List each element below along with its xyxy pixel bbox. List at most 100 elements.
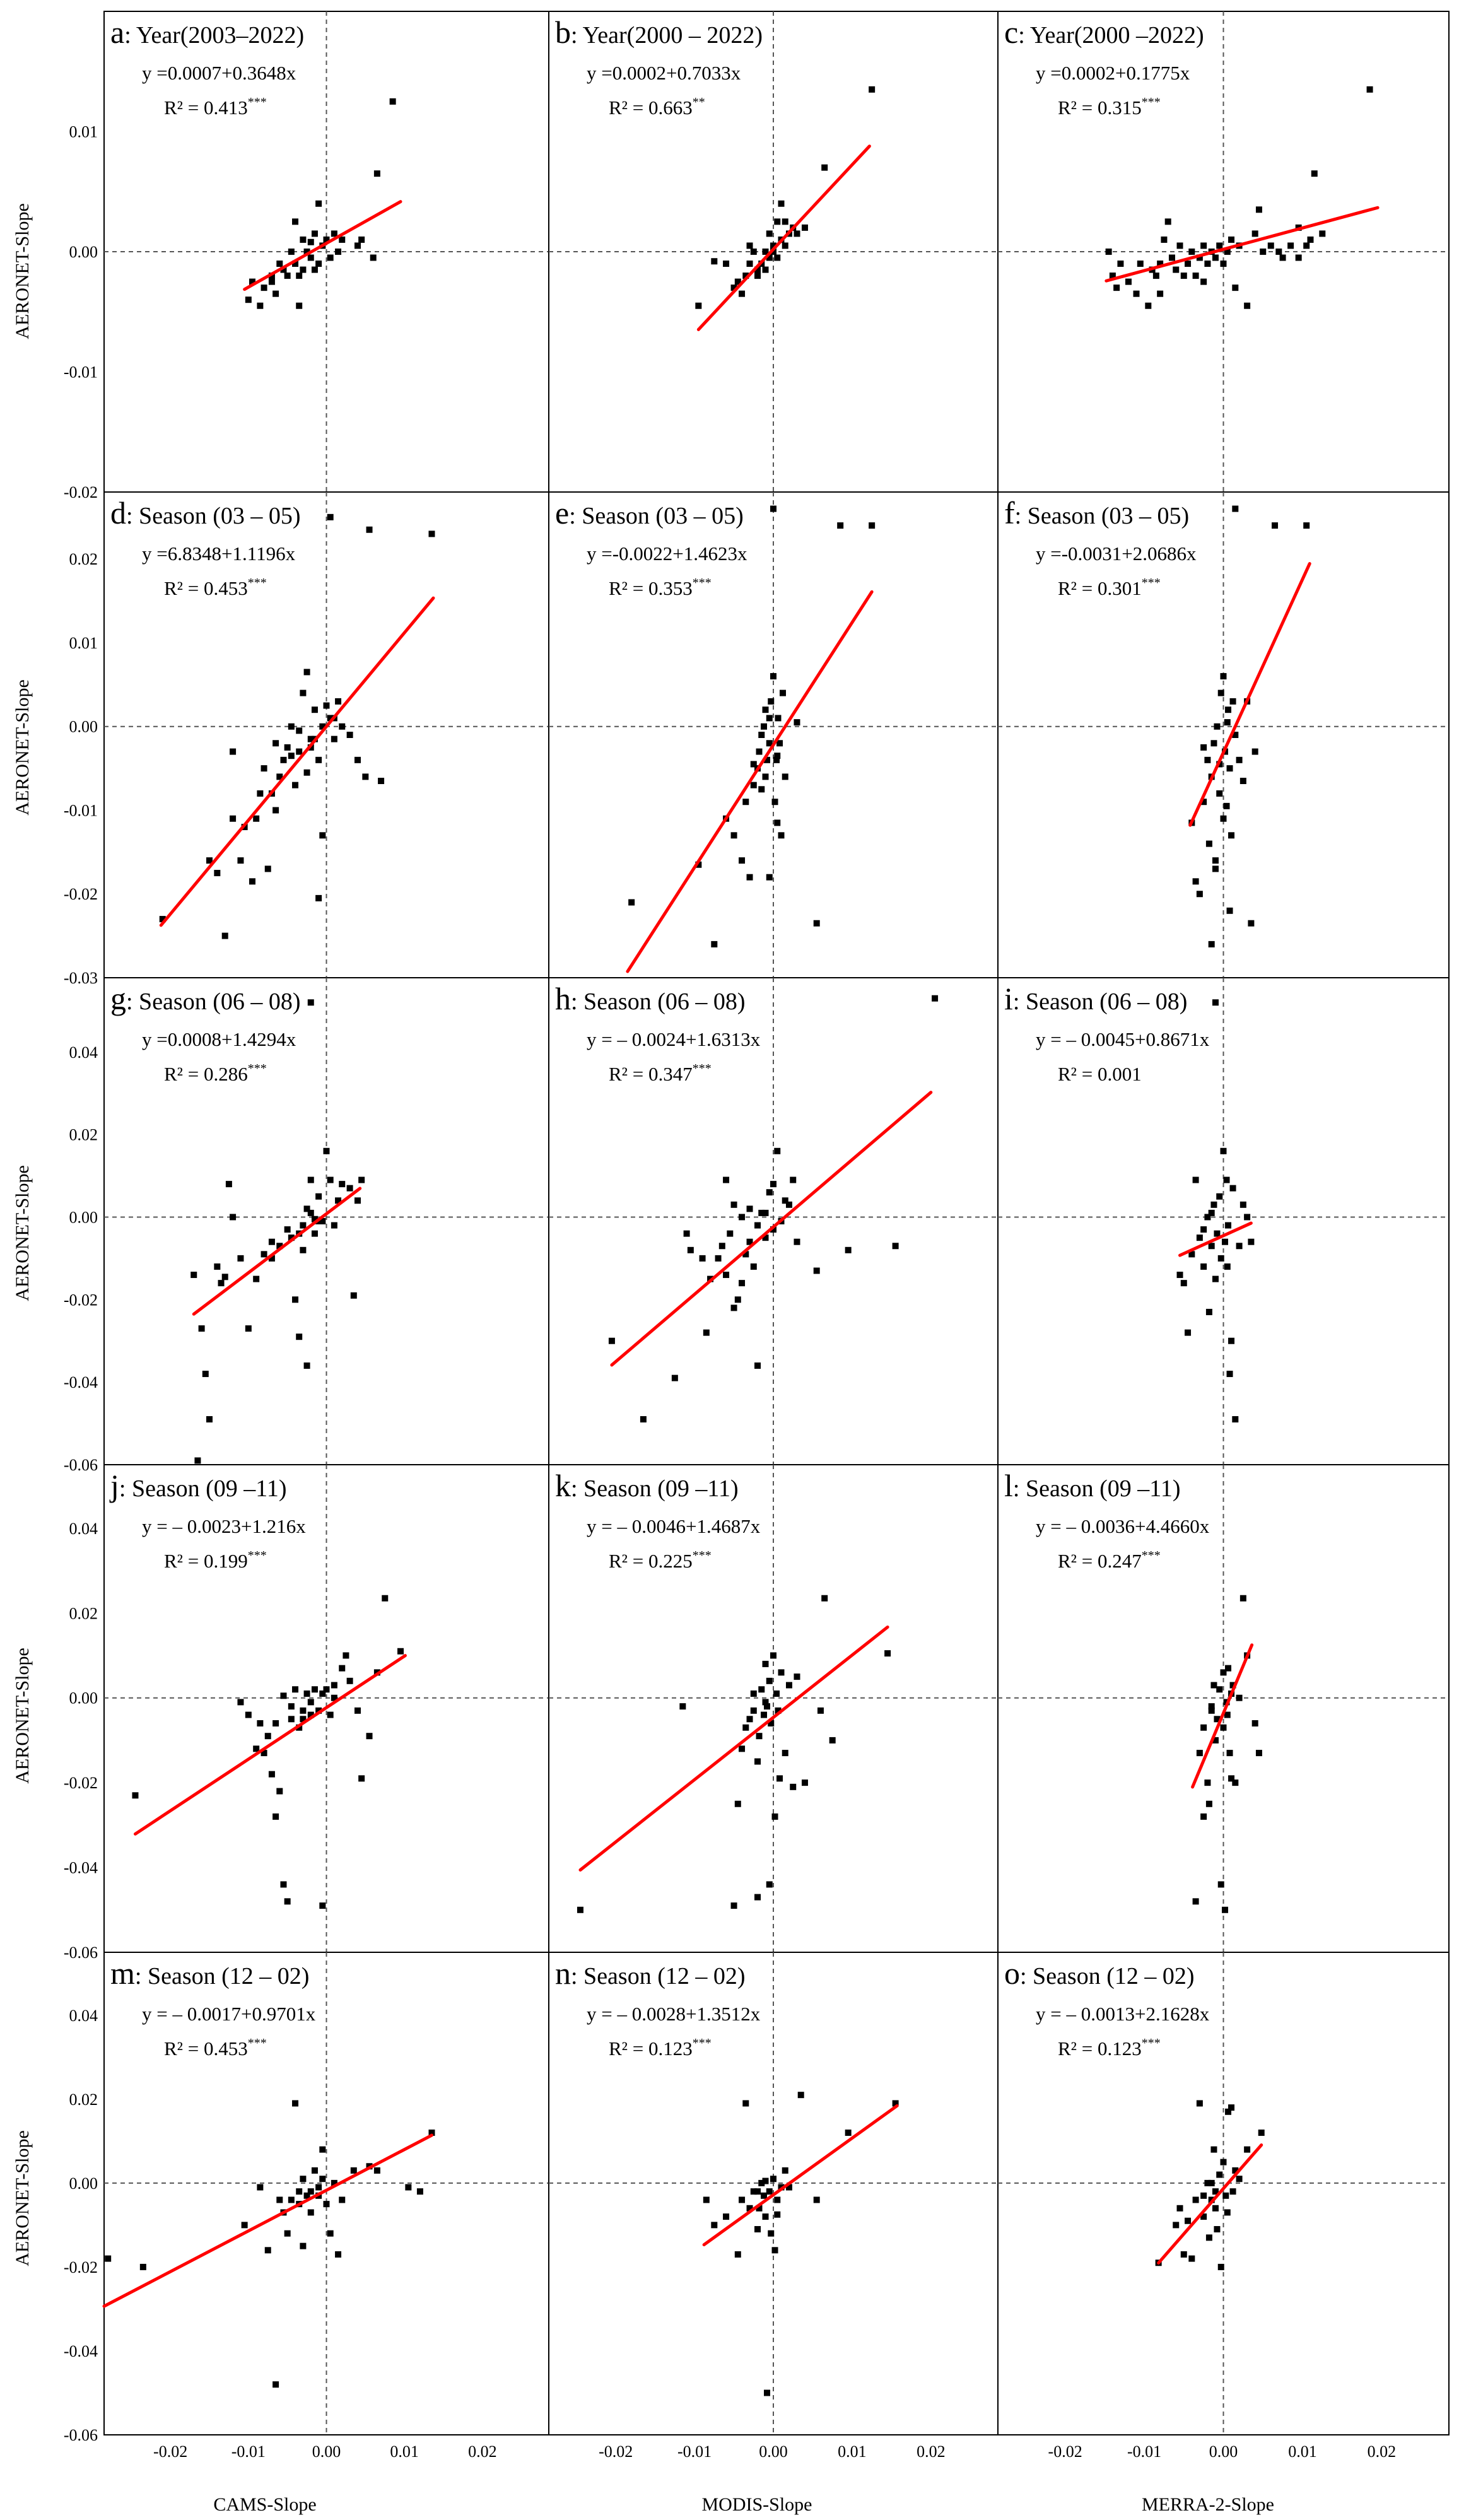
- data-point: [1307, 236, 1314, 243]
- panel-h-r-squared: R² = 0.347***: [609, 1062, 712, 1085]
- data-point: [378, 778, 385, 785]
- data-point: [292, 218, 299, 225]
- data-point: [773, 756, 780, 763]
- data-point: [230, 1214, 237, 1221]
- panel-i-equation: y = – 0.0045+0.8671x: [1036, 1028, 1210, 1050]
- data-point: [761, 723, 768, 730]
- panel-a: 0.01 0.00 -0.01 -0.02 a: Year(2003–2022) y =0…: [64, 11, 549, 501]
- panel-g-significance: ***: [248, 1062, 267, 1075]
- panel-e-significance: ***: [693, 576, 712, 590]
- panel-h-title: h: Season (06 – 08): [555, 981, 746, 1016]
- data-point: [766, 2188, 773, 2195]
- data-point: [730, 1902, 737, 1909]
- panel-g-title: g: Season (06 – 08): [110, 981, 301, 1016]
- data-point: [245, 1711, 252, 1718]
- data-point: [354, 756, 361, 763]
- data-point: [1217, 689, 1224, 696]
- data-point: [190, 1272, 197, 1279]
- data-point: [307, 1209, 314, 1216]
- data-point: [730, 1304, 737, 1311]
- data-point: [358, 1176, 365, 1183]
- data-point: [1105, 249, 1112, 255]
- data-point: [766, 740, 773, 747]
- panel-i-r-squared: R² = 0.001: [1058, 1063, 1142, 1085]
- data-point: [1275, 249, 1282, 255]
- data-point: [284, 1226, 291, 1233]
- data-point: [768, 2230, 775, 2237]
- panel-g-r-squared: R² = 0.286***: [164, 1062, 267, 1085]
- data-point: [253, 1275, 260, 1282]
- data-point: [428, 2130, 435, 2136]
- panel-a-fit-line: [243, 200, 402, 291]
- panel-o-equation: y = – 0.0013+2.1628x: [1036, 2003, 1210, 2025]
- data-point: [1208, 1703, 1215, 1710]
- data-point: [296, 2188, 303, 2195]
- panel-h-points: [608, 995, 939, 1423]
- data-point: [300, 2176, 307, 2183]
- panel-a-y-tick-label: 0.00: [69, 243, 98, 261]
- data-point: [774, 218, 781, 225]
- panel-j-title-text: : Season (09 –11): [119, 1475, 287, 1502]
- panel-m-significance: ***: [248, 2036, 267, 2050]
- panel-c-significance: ***: [1142, 95, 1161, 109]
- data-point: [1319, 230, 1326, 237]
- data-point: [746, 2205, 753, 2212]
- data-point: [311, 230, 318, 237]
- panel-i-fit-line: [1178, 1221, 1253, 1257]
- panel-n-letter: n: [555, 1955, 571, 1991]
- data-point: [230, 815, 237, 822]
- data-point: [1220, 261, 1227, 267]
- data-point: [1208, 1707, 1215, 1714]
- panel-l-points: [1192, 1595, 1262, 1913]
- data-point: [1212, 1737, 1219, 1743]
- data-point: [1224, 249, 1231, 255]
- data-point: [1232, 505, 1239, 512]
- data-point: [778, 1669, 785, 1676]
- data-point: [703, 1329, 710, 1336]
- panel-n-significance: ***: [693, 2036, 712, 2050]
- data-point: [1248, 920, 1255, 927]
- data-point: [1192, 1176, 1199, 1183]
- panel-c-r-squared: R² = 0.315***: [1058, 95, 1161, 119]
- panel-d-y-tick-label: 0.01: [69, 634, 98, 652]
- data-point: [1192, 273, 1199, 279]
- panel-e-letter: e: [555, 495, 569, 530]
- panel-f-letter: f: [1004, 495, 1015, 530]
- data-point: [1239, 1201, 1246, 1208]
- panel-m-y-tick-label: -0.06: [64, 2426, 98, 2444]
- data-point: [730, 832, 737, 839]
- data-point: [762, 266, 769, 273]
- data-point: [323, 236, 330, 243]
- data-point: [837, 522, 844, 529]
- data-point: [1267, 242, 1274, 249]
- data-point: [416, 2188, 423, 2195]
- data-point: [785, 1682, 792, 1689]
- data-point: [790, 1783, 797, 1790]
- data-point: [1214, 1230, 1221, 1237]
- data-point: [1224, 719, 1231, 726]
- data-point: [703, 2196, 710, 2203]
- data-point: [1196, 891, 1203, 898]
- panel-h-significance: ***: [693, 1062, 712, 1075]
- data-point: [296, 1333, 303, 1340]
- data-point: [1196, 1750, 1203, 1757]
- data-point: [813, 1267, 820, 1274]
- data-point: [739, 1745, 746, 1752]
- panel-m-y-tick-label: -0.04: [64, 2342, 98, 2360]
- data-point: [821, 1595, 828, 1602]
- panel-b-title: b: Year(2000 – 2022): [555, 15, 763, 50]
- panel-e-equation: y =-0.0022+1.4623x: [587, 542, 747, 565]
- data-point: [335, 698, 342, 705]
- panel-n-points: [703, 2092, 899, 2396]
- data-point: [1232, 1779, 1239, 1786]
- data-point: [300, 1246, 307, 1253]
- data-point: [932, 995, 939, 1002]
- row-ylabel-2: AERONET-Slope: [12, 679, 33, 816]
- data-point: [339, 1665, 346, 1672]
- panel-f-title-text: : Season (03 – 05): [1015, 503, 1190, 529]
- data-point: [730, 284, 737, 291]
- data-point: [762, 773, 769, 780]
- data-point: [1220, 1147, 1227, 1154]
- data-point: [813, 920, 820, 927]
- data-point: [762, 2177, 769, 2184]
